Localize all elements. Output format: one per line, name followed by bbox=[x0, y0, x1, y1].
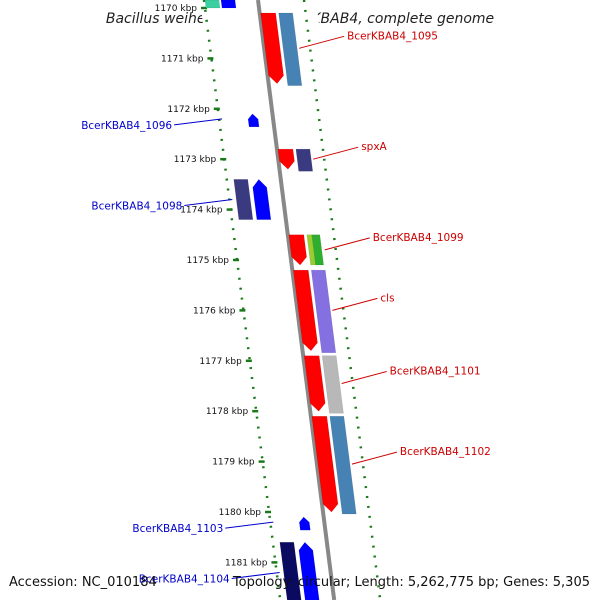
fwd-1101-label[interactable]: BcerKBAB4_1101 bbox=[390, 365, 481, 377]
tick-track-inner bbox=[202, 0, 282, 600]
tick-label: 1176 kbp bbox=[193, 306, 236, 316]
fwd-spxA-gene-block[interactable] bbox=[295, 148, 314, 172]
fwd-spxA-cds-arrow[interactable] bbox=[277, 148, 295, 170]
tick-label: 1177 kbp bbox=[199, 357, 242, 367]
fwd-1099-leader-line bbox=[324, 237, 370, 251]
map-body: 1170 kbp 1171 kbp 1172 kbp 1173 kbp 1174 kbp… bbox=[81, 0, 491, 600]
fwd-1102-gene-block[interactable] bbox=[329, 415, 357, 515]
tick-label: 1173 kbp bbox=[174, 155, 217, 165]
fwd-1101-gene-block[interactable] bbox=[321, 355, 344, 414]
rev-1098-gene-block[interactable] bbox=[233, 179, 254, 220]
fwd-1099-gene-block[interactable] bbox=[311, 234, 324, 266]
fwd-1102-cds-arrow[interactable] bbox=[311, 415, 339, 513]
fwd-1095-label[interactable]: BcerKBAB4_1095 bbox=[347, 30, 438, 42]
fwd-cls-cds-arrow[interactable] bbox=[293, 269, 318, 352]
accession-text: Accession: NC_010184 bbox=[9, 575, 157, 590]
fwd-cls-leader-line bbox=[332, 297, 378, 311]
tick-label: 1178 kbp bbox=[206, 407, 249, 417]
rev-1104-leader-line bbox=[231, 571, 280, 579]
tick-label: 1172 kbp bbox=[167, 105, 210, 115]
fwd-1101-leader-line bbox=[341, 370, 387, 384]
fwd-1095-cds-arrow[interactable] bbox=[260, 12, 284, 84]
rev-1098-cds-arrow[interactable] bbox=[252, 178, 272, 220]
topology-text: Topology: circular; Length: 5,262,775 bp… bbox=[232, 575, 590, 590]
genome-backbone bbox=[256, 0, 337, 600]
rev-1104-label[interactable]: BcerKBAB4_1104 bbox=[139, 573, 230, 585]
rev-1104-gene-block[interactable] bbox=[279, 541, 302, 600]
rev-1103-label[interactable]: BcerKBAB4_1103 bbox=[132, 523, 223, 535]
tick-label: 1179 kbp bbox=[212, 458, 255, 468]
fwd-1102-label[interactable]: BcerKBAB4_1102 bbox=[400, 446, 491, 458]
fwd-spxA-leader-line bbox=[313, 146, 359, 160]
rev-1096-arrow[interactable] bbox=[247, 113, 260, 128]
fwd-1102-leader-line bbox=[351, 451, 398, 465]
tick-track-outer bbox=[302, 0, 382, 600]
rev-1103-leader-line bbox=[225, 521, 274, 529]
rev-1098-label[interactable]: BcerKBAB4_1098 bbox=[91, 201, 182, 213]
fwd-1101-cds-arrow[interactable] bbox=[303, 355, 326, 412]
tick-label: 1175 kbp bbox=[187, 256, 230, 266]
rev-1098-leader-line bbox=[184, 199, 233, 207]
partial-feature-teal[interactable] bbox=[204, 0, 221, 9]
fwd-1095-leader-line bbox=[298, 35, 345, 49]
fwd-1099-cds-arrow[interactable] bbox=[288, 234, 307, 266]
tick-label: 1174 kbp bbox=[180, 206, 223, 216]
fwd-1095-gene-block[interactable] bbox=[278, 12, 303, 86]
tick-label: 1180 kbp bbox=[219, 508, 262, 518]
rev-1096-leader-line bbox=[174, 118, 223, 126]
rev-1103-arrow[interactable] bbox=[299, 516, 311, 531]
tick-label: 1181 kbp bbox=[225, 558, 268, 568]
rev-1096-label[interactable]: BcerKBAB4_1096 bbox=[81, 120, 172, 132]
fwd-1099-label[interactable]: BcerKBAB4_1099 bbox=[373, 232, 464, 244]
tick-label: 1171 kbp bbox=[161, 54, 204, 64]
partial-feature-blue[interactable] bbox=[220, 0, 237, 9]
fwd-cls-gene-block[interactable] bbox=[311, 269, 337, 353]
rev-1104-cds-arrow[interactable] bbox=[298, 541, 320, 600]
fwd-cls-label[interactable]: cls bbox=[380, 292, 394, 304]
tick-label: 1170 kbp bbox=[155, 4, 198, 14]
fwd-spxA-label[interactable]: spxA bbox=[361, 141, 387, 153]
